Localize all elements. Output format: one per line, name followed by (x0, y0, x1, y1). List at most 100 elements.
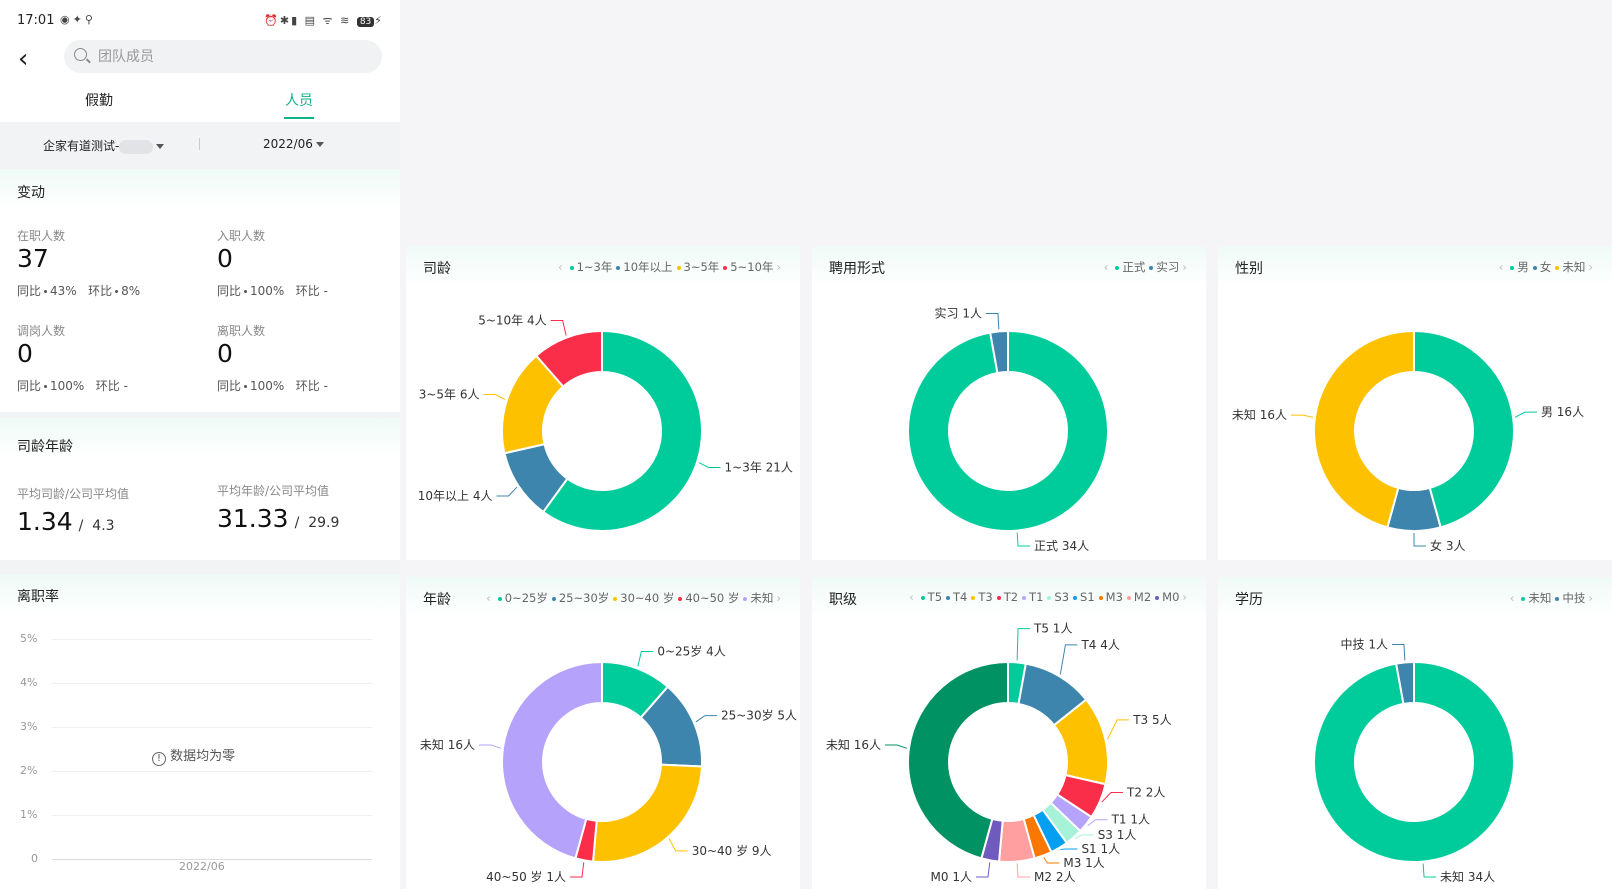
donut-slice[interactable] (988, 329, 1009, 375)
chart-legend[interactable]: ‹ 正式 实习 › (1101, 259, 1190, 275)
label-leader-line (550, 320, 567, 336)
label-leader-line (1422, 863, 1437, 878)
avg-age-label: 平均年龄/公司平均值 (217, 484, 330, 498)
legend-next-icon[interactable]: › (776, 260, 781, 274)
legend-next-icon[interactable]: › (1588, 260, 1593, 274)
legend-item[interactable]: 30~40 岁 (609, 591, 674, 605)
legend-prev-icon[interactable]: ‹ (557, 260, 563, 274)
legend-next-icon[interactable]: › (776, 591, 781, 605)
legend-item[interactable]: 3~5年 (673, 260, 719, 274)
company-filter[interactable]: 企家有道测试- (43, 137, 165, 154)
chart-card: 司龄 ‹ 1~3年 10年以上 3~5年 5~10年 › 1~3年 21人 5~10年 4人 3~… (406, 246, 800, 560)
legend-prev-icon[interactable]: ‹ (1509, 591, 1515, 605)
legend-item[interactable]: 中技 (1551, 591, 1585, 605)
legend-prev-icon[interactable]: ‹ (1498, 260, 1504, 274)
legend-item[interactable]: M3 (1095, 590, 1123, 604)
legend-item[interactable]: 未知 (739, 591, 773, 605)
legend-item[interactable]: 5~10年 (719, 260, 773, 274)
slice-label: T5 1人 (1033, 622, 1072, 636)
chart-legend[interactable]: ‹ 0~25岁 25~30岁 30~40 岁 40~50 岁未知 › (483, 590, 784, 606)
donut-slice[interactable] (541, 329, 703, 532)
label-leader-line (496, 486, 518, 497)
label-leader-line (698, 462, 721, 468)
info-icon: ! (152, 752, 166, 766)
month-filter[interactable]: 2022/06 (263, 137, 324, 151)
legend-item[interactable]: S3 (1043, 590, 1069, 604)
legend-item[interactable]: M2 (1123, 590, 1151, 604)
label-leader-line (637, 651, 654, 667)
label-leader-line (1087, 819, 1108, 826)
donut-slice[interactable] (1313, 660, 1515, 863)
caret-down-icon (315, 142, 324, 147)
legend-item[interactable]: 男 (1506, 260, 1529, 274)
legend-prev-icon[interactable]: ‹ (1103, 260, 1109, 274)
legend-item[interactable]: T5 (917, 590, 942, 604)
chart-legend[interactable]: ‹ 未知 中技 › (1507, 590, 1596, 606)
legend-item[interactable]: 1~3年 (566, 260, 612, 274)
chart-title: 聘用形式 (829, 261, 885, 277)
avg-tenure-label: 平均司龄/公司平均值 (17, 487, 130, 501)
stat-value: 0 (217, 339, 233, 368)
legend-item[interactable]: 25~30岁 (548, 591, 609, 605)
donut-slice[interactable] (1313, 329, 1415, 529)
legend-prev-icon[interactable]: ‹ (486, 591, 491, 605)
legend-item[interactable]: 正式 (1111, 260, 1145, 274)
donut-slice[interactable] (1394, 660, 1415, 706)
stat-compare: 同比 100% 环比 - (217, 284, 328, 298)
tenure-age-card: 司龄年龄 平均司龄/公司平均值 1.34/ 4.3 平均年龄/公司平均值 31.… (0, 418, 400, 560)
legend-item[interactable]: S1 (1069, 590, 1095, 604)
legend-next-icon[interactable]: › (1182, 260, 1187, 274)
label-leader-line (695, 715, 717, 723)
label-leader-line (1106, 719, 1130, 740)
legend-item[interactable]: 10年以上 (612, 260, 673, 274)
donut-slice[interactable] (534, 329, 603, 388)
slice-label: M2 2人 (1034, 870, 1075, 884)
x-tick: 2022/06 (179, 860, 225, 873)
filter-bar: 企家有道测试- 2022/06 (0, 122, 400, 166)
legend-next-icon[interactable]: › (1588, 591, 1593, 605)
tab-attendance[interactable]: 假勤 (85, 93, 113, 109)
y-tick: 5% (20, 632, 38, 645)
label-leader-line (1291, 414, 1314, 418)
chart-title: 性别 (1235, 261, 1263, 277)
change-card: 变动 在职人数 37 同比 43% 环比 8% 入职人数 0 同比 100% 环比 -… (0, 169, 400, 412)
legend-item[interactable]: T2 (993, 590, 1018, 604)
donut-slice[interactable] (591, 763, 703, 863)
tab-personnel[interactable]: 人员 (285, 93, 313, 109)
slice-label: T2 2人 (1126, 786, 1165, 800)
label-leader-line (479, 744, 502, 749)
legend-item[interactable]: T3 (967, 590, 993, 604)
legend-item[interactable]: 40~50 岁 (674, 591, 739, 605)
legend-item[interactable]: 女 (1529, 260, 1551, 274)
tab-bar: 假勤 人员 (0, 76, 400, 122)
avg-tenure-value: 1.34/ 4.3 (17, 507, 115, 536)
chart-legend[interactable]: ‹ 男女未知 › (1496, 259, 1596, 275)
slice-label: S1 1人 (1081, 842, 1120, 856)
donut-slice[interactable] (907, 660, 1009, 860)
stat-compare: 同比 43% 环比 8% (17, 284, 141, 298)
donut-slice[interactable] (907, 329, 1109, 532)
label-leader-line (976, 862, 991, 878)
filter-divider (199, 138, 200, 150)
legend-item[interactable]: T1 (1018, 590, 1043, 604)
back-arrow-icon[interactable]: ‹ (18, 44, 29, 74)
chart-legend[interactable]: ‹ T5 T4 T3 T2 T1 S3 S1 M3 M2 M0 › (906, 590, 1190, 604)
legend-item[interactable]: 0~25岁 (494, 591, 548, 605)
slice-label: 未知 34人 (1440, 870, 1495, 884)
grid-line (52, 727, 372, 728)
search-input[interactable] (98, 46, 368, 67)
label-leader-line (1101, 792, 1123, 803)
donut-chart: 0~25岁 4人 25~30岁 5人 30~40 岁 9人 未知 16人 40~50 岁… (420, 644, 797, 884)
donut-slice[interactable] (501, 660, 603, 860)
legend-item[interactable]: 未知 (1551, 260, 1585, 274)
legend-item[interactable]: T4 (942, 590, 967, 604)
donut-slice[interactable] (1413, 329, 1515, 529)
legend-item[interactable]: M0 (1151, 590, 1179, 604)
search-box[interactable] (64, 40, 382, 73)
legend-item[interactable]: 未知 (1517, 591, 1551, 605)
chart-legend[interactable]: ‹ 1~3年 10年以上 3~5年 5~10年 › (555, 259, 784, 275)
legend-item[interactable]: 实习 (1145, 260, 1179, 274)
legend-prev-icon[interactable]: ‹ (909, 590, 914, 604)
legend-next-icon[interactable]: › (1182, 590, 1187, 604)
